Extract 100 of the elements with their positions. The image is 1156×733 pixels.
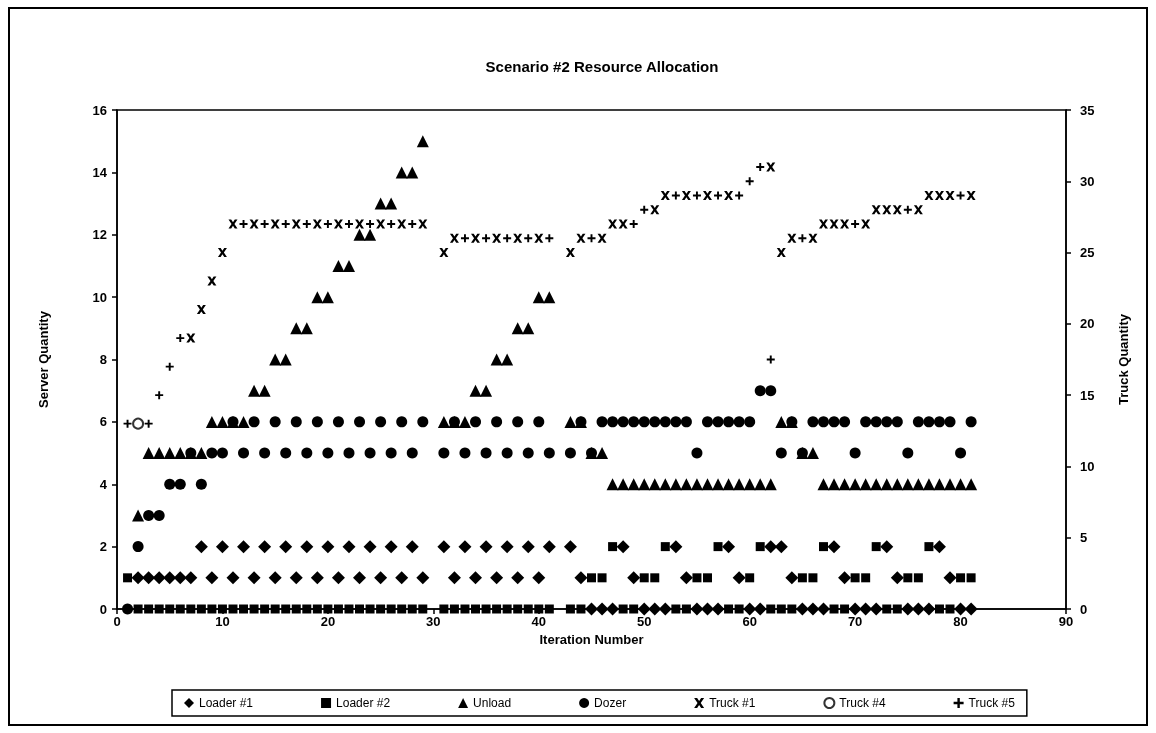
point	[671, 191, 680, 200]
y2-tick-label: 35	[1080, 102, 1095, 118]
point	[355, 219, 365, 229]
x-tick-label: 50	[636, 614, 652, 629]
point	[249, 219, 259, 229]
y2-tick-label: 30	[1080, 173, 1095, 189]
point	[281, 220, 290, 229]
point	[217, 248, 227, 258]
point	[608, 219, 618, 229]
point	[681, 191, 691, 201]
y2-tick-label: 0	[1080, 601, 1088, 617]
point	[165, 362, 174, 371]
point	[776, 248, 786, 258]
point	[186, 333, 196, 343]
point	[798, 234, 807, 243]
point	[482, 234, 491, 243]
point	[449, 233, 459, 243]
x-tick-label: 0	[113, 614, 121, 629]
point	[618, 219, 628, 229]
point	[913, 205, 923, 215]
point	[439, 248, 449, 258]
point	[492, 233, 502, 243]
point	[597, 233, 607, 243]
point	[503, 234, 512, 243]
y-tick-label: 12	[92, 227, 107, 243]
point	[565, 248, 575, 258]
point	[629, 220, 638, 229]
point	[333, 219, 343, 229]
point	[291, 219, 301, 229]
point	[829, 219, 839, 229]
point	[513, 233, 523, 243]
point	[260, 220, 269, 229]
x-tick-label: 90	[1058, 614, 1074, 629]
point	[745, 177, 754, 186]
point	[903, 205, 912, 214]
point	[376, 219, 386, 229]
point	[397, 219, 407, 229]
point	[882, 205, 892, 215]
x-tick-label: 80	[953, 614, 968, 629]
point	[808, 233, 818, 243]
point	[366, 220, 375, 229]
point	[787, 233, 797, 243]
y-tick-label: 6	[99, 414, 107, 430]
point	[408, 220, 417, 229]
point	[132, 417, 145, 430]
y-axis-title: Server Quantity	[36, 310, 51, 408]
point	[650, 205, 660, 215]
point	[270, 219, 280, 229]
legend-label: Truck #5	[968, 696, 1016, 710]
point	[892, 205, 902, 215]
point	[756, 163, 765, 172]
point	[387, 220, 396, 229]
y2-tick-label: 25	[1080, 245, 1095, 261]
y-tick-label: 16	[92, 102, 107, 118]
y-tick-label: 10	[92, 289, 107, 305]
point	[155, 391, 164, 400]
point	[724, 191, 734, 201]
legend-label: Truck #4	[839, 696, 886, 710]
point	[302, 220, 311, 229]
legend-label: Unload	[473, 696, 512, 710]
y-tick-label: 0	[99, 601, 107, 617]
x-tick-label: 70	[847, 614, 863, 629]
point	[323, 220, 332, 229]
legend-label: Loader #2	[336, 696, 391, 710]
x-tick-label: 10	[215, 614, 230, 629]
point	[871, 205, 881, 215]
point	[196, 305, 206, 315]
x-axis-title: Iteration Number	[539, 631, 644, 647]
y-tick-label: 8	[99, 352, 107, 367]
point	[545, 234, 554, 243]
point	[735, 191, 744, 200]
point	[945, 191, 955, 201]
point	[851, 220, 860, 229]
point	[714, 191, 723, 200]
chart-title: Scenario #2 Resource Allocation	[485, 58, 719, 75]
point	[471, 233, 481, 243]
point	[766, 162, 776, 172]
y2-tick-label: 10	[1080, 458, 1095, 474]
y2-tick-label: 15	[1080, 387, 1095, 403]
point	[534, 233, 544, 243]
y-tick-label: 14	[92, 164, 108, 180]
point	[660, 191, 670, 201]
y-tick-label: 2	[99, 539, 107, 555]
point	[692, 191, 701, 200]
point	[524, 234, 533, 243]
x-tick-label: 20	[320, 614, 336, 629]
point	[640, 205, 649, 214]
point	[344, 220, 353, 229]
point	[144, 419, 153, 428]
point	[576, 233, 586, 243]
point	[123, 419, 132, 428]
legend-label: Dozer	[594, 696, 627, 710]
y2-axis-title: Truck Quantity	[1116, 313, 1131, 406]
point	[861, 219, 871, 229]
point	[956, 191, 965, 200]
legend-label: Truck #1	[709, 696, 756, 710]
point	[207, 276, 217, 286]
point	[418, 219, 428, 229]
x-tick-label: 30	[426, 614, 441, 629]
point	[312, 219, 322, 229]
